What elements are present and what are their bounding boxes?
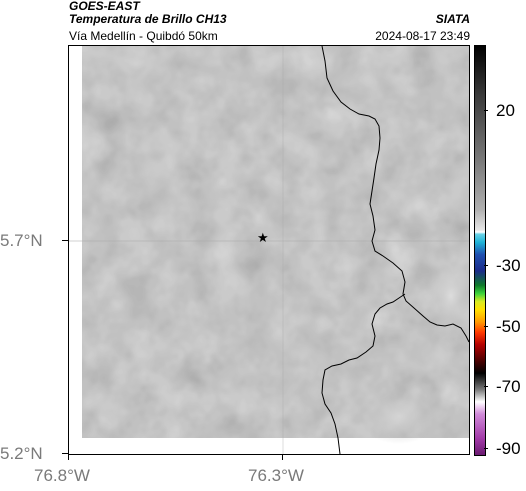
colorbar-tickmark <box>484 110 488 111</box>
lon-tick-label: 76.3°W <box>248 466 304 485</box>
colorbar <box>474 45 486 456</box>
star-icon[interactable]: ★ <box>257 230 269 245</box>
lat-tick-label: 5.2°N <box>0 444 43 463</box>
lat-tickmark <box>62 240 68 241</box>
colorbar-tickmark <box>484 326 488 327</box>
admin-border-line <box>321 46 469 343</box>
lat-tick-label: 5.7°N <box>0 231 43 250</box>
organization-label: SIATA <box>435 12 470 26</box>
lon-tick-label: 76.8°W <box>34 466 90 485</box>
colorbar-tick-label: -50 <box>496 317 521 336</box>
agency-title: GOES-EAST <box>69 0 140 13</box>
colorbar-tickmark <box>484 448 488 449</box>
product-title: Temperatura de Brillo CH13 <box>69 12 227 26</box>
admin-border-line <box>321 293 406 454</box>
lon-tickmark <box>68 454 69 460</box>
satellite-image <box>69 46 469 454</box>
lat-tickmark <box>62 453 68 454</box>
map-panel[interactable]: ★ <box>68 45 470 455</box>
timestamp-label: 2024-08-17 23:49 <box>375 29 470 43</box>
colorbar-tick-label: -30 <box>496 256 521 275</box>
colorbar-tick-label: -70 <box>496 377 521 396</box>
colorbar-tickmark <box>484 386 488 387</box>
region-label: Vía Medellín - Quibdó 50km <box>69 29 218 43</box>
lon-tickmark <box>282 454 283 460</box>
colorbar-tickmark <box>484 265 488 266</box>
colorbar-tick-label: -90 <box>496 439 521 458</box>
colorbar-tick-label: 20 <box>496 101 515 120</box>
